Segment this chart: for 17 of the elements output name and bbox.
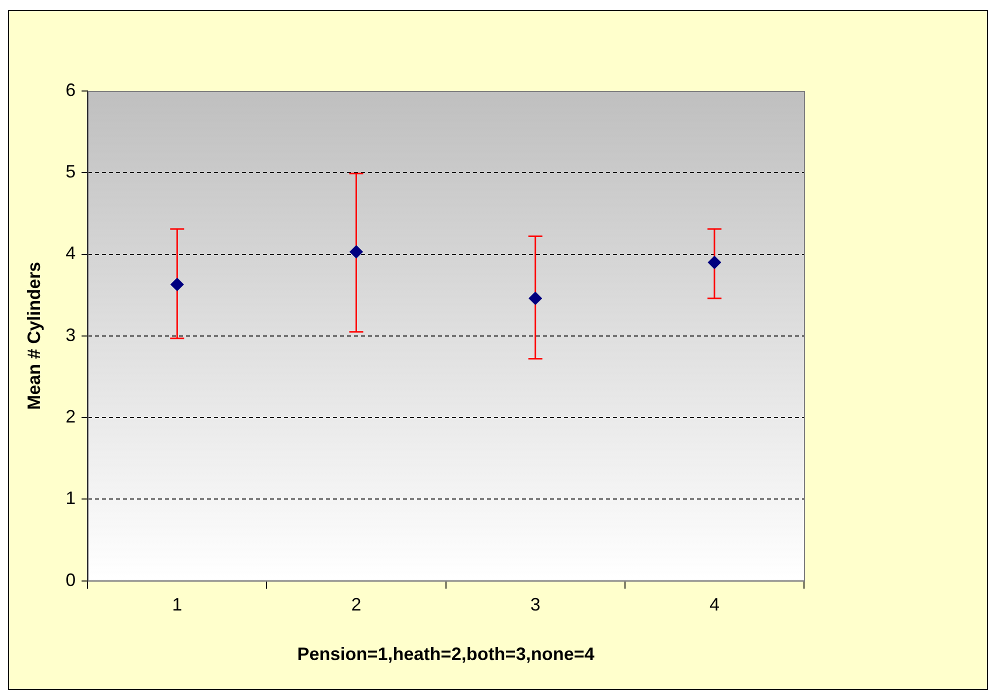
point xyxy=(528,292,542,305)
y-axis-title: Mean # Cylinders xyxy=(24,262,44,410)
y-tick-label: 4 xyxy=(66,243,76,264)
x-tick-label: 3 xyxy=(530,594,540,615)
point xyxy=(170,278,184,291)
y-tick-label: 6 xyxy=(66,80,76,100)
x-tick-label: 4 xyxy=(709,594,720,615)
y-tick-label: 1 xyxy=(66,488,76,508)
y-tick-label: 5 xyxy=(66,162,76,182)
x-axis-title: Pension=1,heath=2,both=3,none=4 xyxy=(297,644,594,664)
x-tick-label: 2 xyxy=(351,594,362,615)
x-tick-label: 1 xyxy=(172,594,182,615)
point xyxy=(350,245,363,258)
point xyxy=(708,256,721,269)
y-tick-label: 0 xyxy=(66,570,76,590)
y-tick-label: 3 xyxy=(66,324,76,345)
y-tick-label: 2 xyxy=(66,406,76,426)
